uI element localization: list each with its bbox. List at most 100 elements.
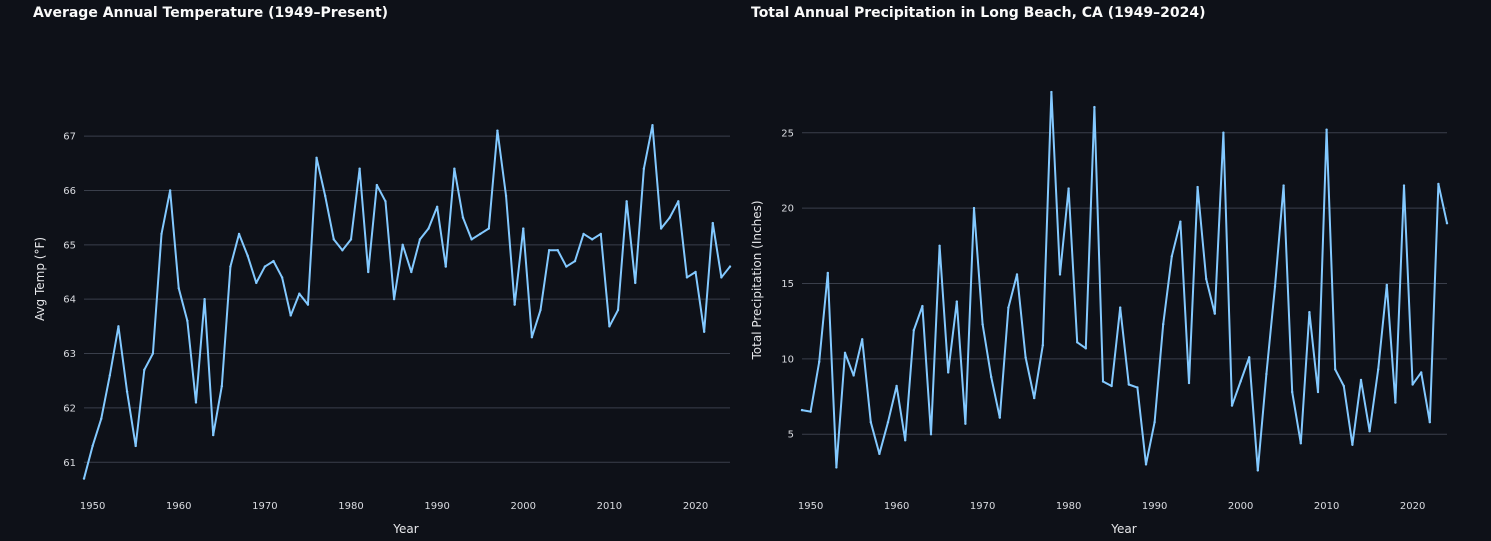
data-point [720, 276, 723, 279]
data-point [1437, 182, 1440, 186]
data-point [1162, 323, 1165, 326]
x-tick-label: 2000 [1228, 501, 1253, 512]
x-tick-label: 1950 [798, 501, 823, 512]
x-tick-label: 1950 [80, 501, 105, 512]
data-point [1101, 380, 1105, 383]
data-point [168, 189, 172, 192]
data-point [539, 308, 542, 312]
y-tick-label: 67 [63, 132, 76, 143]
data-point [479, 232, 482, 236]
data-point [220, 384, 224, 388]
data-point [1007, 306, 1010, 309]
data-point [938, 244, 941, 248]
data-point [1342, 384, 1346, 388]
data-point [1291, 390, 1294, 394]
x-tick-label: 1980 [338, 501, 363, 512]
data-point [212, 433, 215, 437]
data-point [246, 254, 249, 257]
data-point [401, 243, 404, 247]
x-tick-label: 1960 [884, 501, 909, 512]
precipitation-x-ticks: 1950 1960 1970 1980 1990 2000 2010 2020 [798, 501, 1425, 512]
data-point [453, 167, 456, 170]
data-point [229, 265, 232, 268]
data-point [280, 276, 284, 279]
precipitation-chart-title: Total Annual Precipitation in Long Beach… [751, 5, 1206, 21]
data-point [367, 270, 370, 274]
data-point [323, 194, 327, 198]
data-point [435, 205, 439, 208]
data-point [1316, 390, 1320, 394]
data-point [990, 375, 993, 379]
data-point [108, 374, 112, 377]
data-point [487, 227, 491, 230]
temperature-y-axis-title: Avg Temp (°F) [33, 237, 47, 321]
data-point [668, 216, 671, 219]
data-point [1377, 368, 1380, 371]
data-point [998, 416, 1001, 419]
data-point [685, 276, 689, 279]
data-point [513, 303, 516, 306]
data-point [1359, 378, 1363, 382]
data-point [341, 249, 344, 252]
data-point [1205, 277, 1208, 281]
data-point [912, 329, 915, 332]
data-point [608, 325, 611, 328]
data-point [1351, 443, 1354, 446]
data-point [1076, 341, 1079, 344]
data-point [921, 304, 924, 308]
data-point [375, 183, 379, 187]
data-point [599, 232, 602, 236]
x-tick-label: 1980 [1056, 501, 1081, 512]
data-point [818, 360, 821, 364]
data-point [1110, 384, 1113, 388]
data-point [203, 297, 206, 301]
data-point [625, 200, 628, 203]
y-tick-label: 10 [781, 354, 794, 365]
data-point [1144, 463, 1148, 466]
data-point [186, 319, 189, 323]
data-point [711, 221, 714, 225]
data-point [1248, 356, 1251, 359]
temperature-x-axis-title: Year [392, 522, 418, 536]
data-point [461, 216, 465, 219]
data-point [895, 384, 898, 388]
data-point [1411, 383, 1414, 386]
data-point [886, 420, 890, 424]
data-point [272, 259, 275, 263]
data-point [659, 227, 663, 230]
data-point [410, 270, 413, 274]
data-point [1179, 220, 1182, 223]
precipitation-series-line [801, 91, 1448, 472]
data-point [547, 249, 551, 252]
data-point [1187, 381, 1191, 385]
x-tick-label: 2020 [1400, 501, 1425, 512]
data-point [134, 444, 137, 448]
data-point [384, 200, 387, 203]
data-point [556, 249, 559, 252]
data-point [315, 156, 318, 160]
x-tick-label: 2010 [1314, 501, 1339, 512]
data-point [1084, 347, 1088, 350]
data-point [1445, 222, 1449, 225]
data-point [496, 129, 499, 132]
temperature-series-line [83, 124, 731, 480]
x-tick-label: 1990 [1142, 501, 1167, 512]
data-point [1170, 255, 1174, 258]
data-point [1213, 312, 1217, 315]
data-point [151, 352, 155, 355]
x-tick-label: 1970 [970, 501, 995, 512]
data-point [117, 325, 120, 328]
data-point [349, 238, 353, 241]
x-tick-label: 2020 [683, 501, 708, 512]
x-tick-label: 2000 [511, 501, 536, 512]
data-point [82, 477, 86, 480]
data-point [418, 238, 422, 241]
data-point [530, 336, 534, 339]
data-point [1041, 344, 1045, 347]
precipitation-y-ticks: 5 10 15 20 25 [781, 128, 794, 440]
temperature-x-ticks: 1950 1960 1970 1980 1990 2000 2010 2020 [80, 501, 708, 512]
data-point [642, 167, 646, 170]
data-point [1033, 396, 1036, 400]
data-point [1385, 283, 1389, 287]
data-point [955, 300, 958, 303]
